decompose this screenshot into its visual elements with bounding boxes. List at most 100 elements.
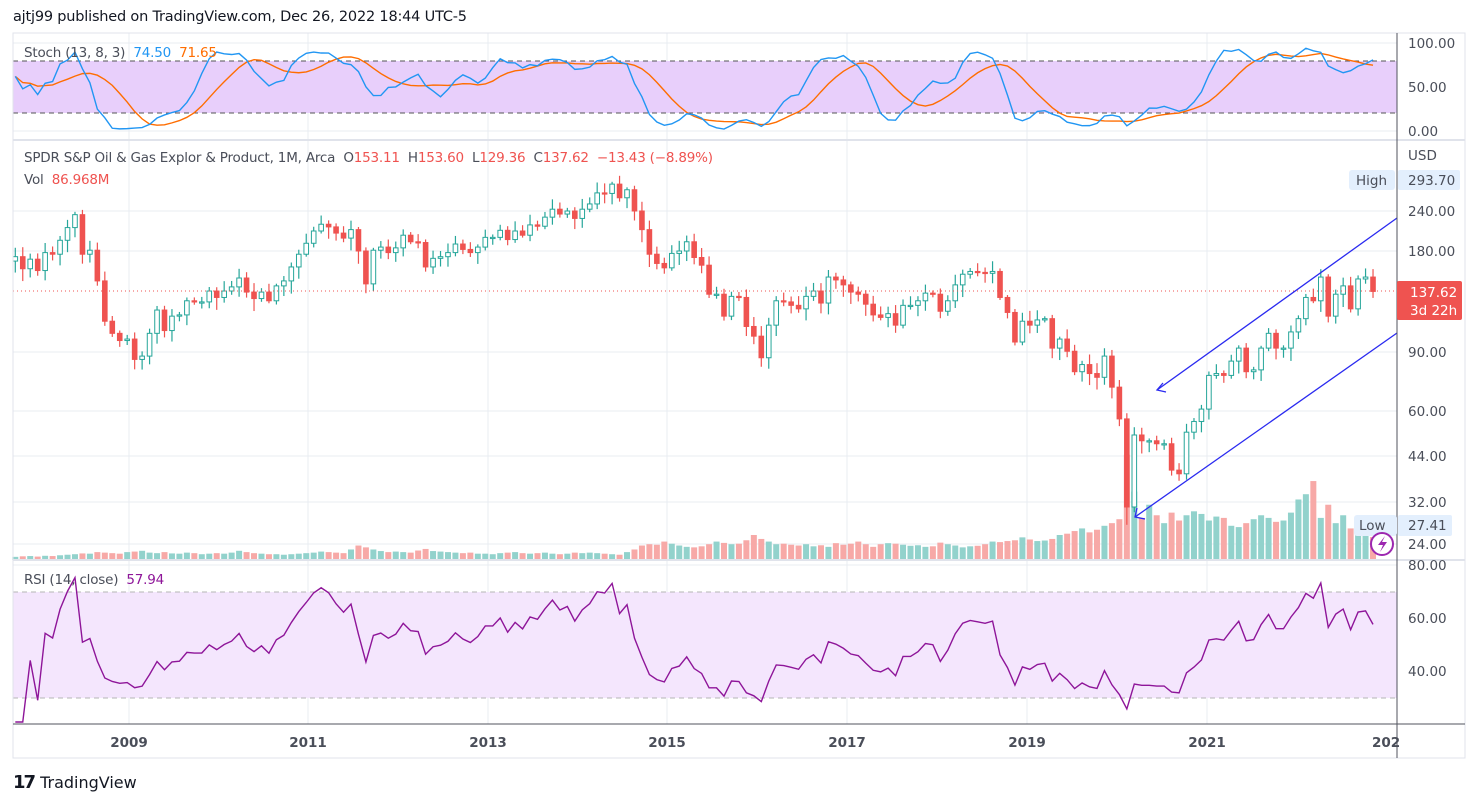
volume-bar [1168,512,1175,560]
candle [1153,435,1160,451]
candle [109,316,116,337]
candle [825,269,832,315]
volume-bar [549,553,556,560]
volume-bar [1071,531,1078,560]
lower-channel-line[interactable] [1134,332,1398,518]
volume-bar [198,554,205,560]
volume-bar [653,544,660,560]
candle [1250,366,1257,380]
volume-legend[interactable]: Vol 86.968M [24,172,113,188]
candle-body [758,335,765,359]
candle-body [542,216,548,227]
candle [467,242,474,257]
volume-bar [49,556,56,560]
volume-bar [556,554,563,560]
volume-bar [131,551,138,560]
candle-body [915,300,921,306]
rsi-legend[interactable]: RSI (14, close) 57.94 [24,572,168,588]
stoch-k-value: 74.50 [133,45,171,61]
volume-bar [221,553,228,560]
volume-bar [571,552,578,560]
candle [1235,345,1242,374]
volume-bar [601,553,608,560]
volume-bar [474,553,481,560]
candle [1124,413,1130,525]
candle-body [870,303,877,316]
volume-bar [952,545,959,560]
candle-body [303,242,310,255]
candle [1161,439,1167,450]
upper-channel-line[interactable] [1156,217,1398,391]
volume-bar [1280,520,1287,560]
candle-body [407,234,414,243]
volume-bar [982,544,989,560]
candle-body [1034,319,1041,326]
trend-channel[interactable] [1134,217,1398,520]
volume-bar [959,547,966,560]
candle-body [997,270,1003,298]
candle [848,281,854,304]
candle [870,295,877,322]
volume-bar [489,554,496,560]
upper-arrow-head-icon [1155,382,1167,393]
candle-body [1027,320,1033,326]
candle [42,242,48,281]
candle [542,211,548,230]
candle-body [974,270,981,274]
candle-body [601,192,608,195]
volume-bar [288,554,295,560]
volume-bar [183,552,190,560]
candle [72,211,78,238]
candle-body [452,243,459,254]
candle [713,286,720,299]
bar-countdown: 3d 22h [1410,303,1457,319]
candle-body [527,224,533,236]
volume-bar [57,555,64,560]
candle-body [1012,311,1018,343]
stoch-legend[interactable]: Stoch (13, 8, 3) 74.50 71.65 [24,45,221,61]
candle [497,224,503,241]
lightning-icon[interactable] [1370,532,1394,556]
candle-body [736,295,742,299]
candle-body [1310,296,1317,302]
candle [586,197,593,213]
candle-body [363,250,369,285]
candle-body [213,290,220,298]
candle [489,234,496,245]
volume-bar [541,552,548,560]
candle-body [1362,276,1369,280]
volume-bar [1332,523,1339,560]
candle [982,267,988,283]
candle [1332,289,1339,324]
candle [407,232,414,245]
main-legend[interactable]: SPDR S&P Oil & Gas Explor & Product, 1M,… [24,150,717,166]
candle [363,247,369,294]
candle [378,241,384,259]
candle [333,223,339,241]
candle-body [400,234,407,249]
candle-body [751,325,757,337]
volume-bar [1310,481,1317,560]
volume-bar [377,551,384,560]
volume-bar [944,544,951,560]
candle-body [1340,285,1346,295]
volume-bar [750,535,757,560]
candle-body [131,338,138,360]
candle [1109,349,1115,399]
candle-body [288,266,295,282]
volume-bar [907,545,914,560]
volume-bar [832,543,839,560]
candle-body [1198,408,1205,422]
candle-body [161,309,168,332]
volume-bar [116,553,123,560]
volume-bar [258,553,265,560]
volume-bar [862,544,869,560]
candle-body [355,229,362,252]
candle [1041,316,1048,323]
candle-body [228,286,235,292]
volume-bar [273,554,280,560]
candle [930,290,936,298]
volume-bar [1220,517,1227,560]
tradingview-logo[interactable]: 17 TradingView [13,772,137,793]
